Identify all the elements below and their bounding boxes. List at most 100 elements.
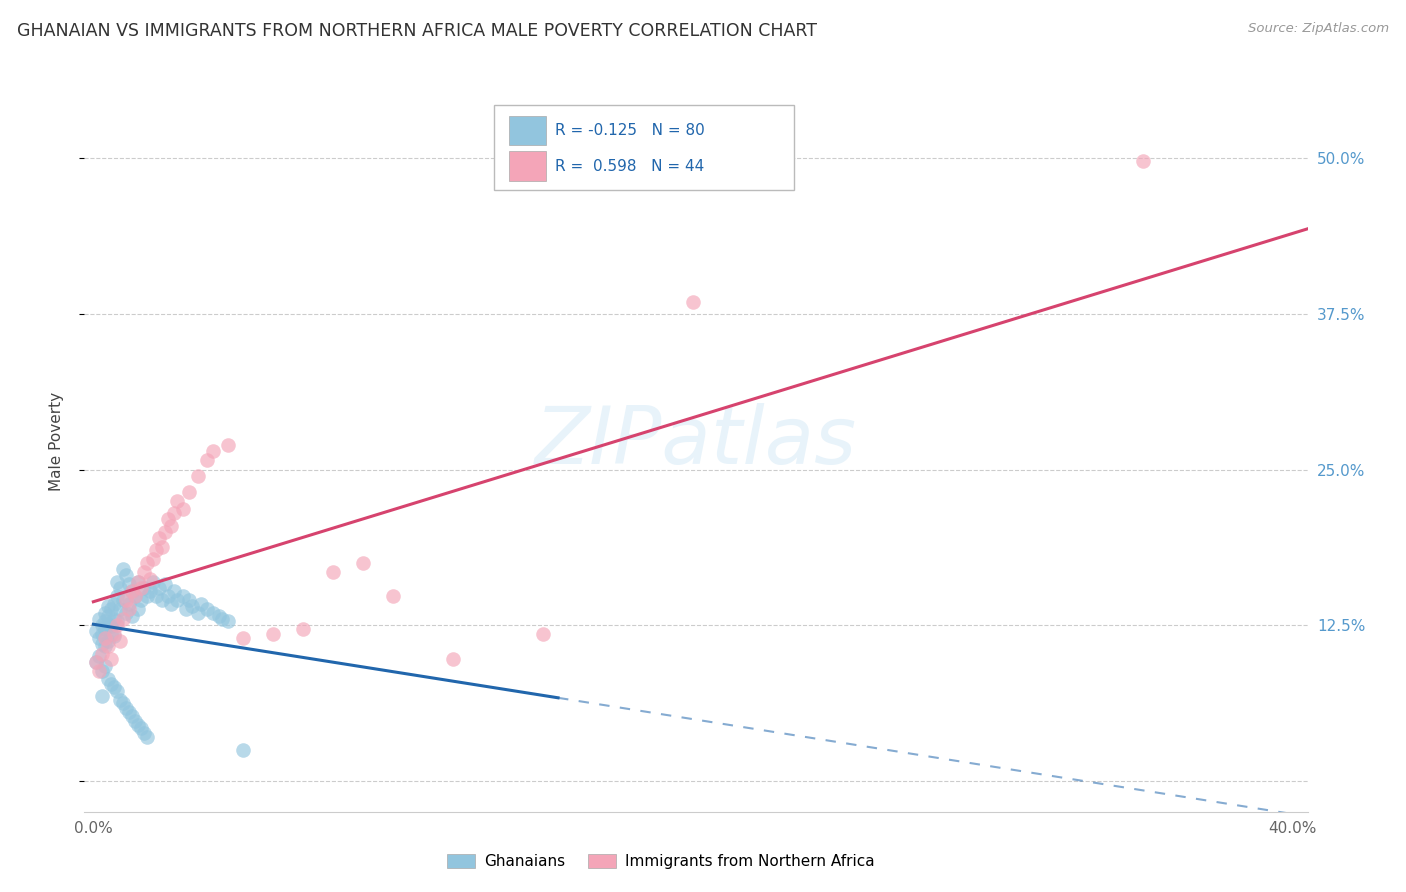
Point bbox=[148, 531, 170, 545]
Point bbox=[136, 730, 159, 744]
Point bbox=[112, 697, 135, 711]
Point bbox=[97, 634, 120, 648]
Point bbox=[131, 593, 153, 607]
Point bbox=[118, 597, 141, 611]
Point bbox=[195, 602, 218, 616]
Text: GHANAIAN VS IMMIGRANTS FROM NORTHERN AFRICA MALE POVERTY CORRELATION CHART: GHANAIAN VS IMMIGRANTS FROM NORTHERN AFR… bbox=[17, 22, 817, 40]
Point bbox=[103, 681, 125, 695]
Point bbox=[115, 701, 138, 715]
Point bbox=[100, 651, 122, 665]
Point bbox=[127, 574, 149, 589]
Point bbox=[1132, 153, 1154, 168]
Point bbox=[124, 714, 146, 728]
Point bbox=[142, 552, 165, 566]
Point bbox=[127, 574, 149, 589]
Point bbox=[121, 709, 143, 723]
Point bbox=[150, 593, 173, 607]
Point bbox=[157, 512, 180, 526]
Point bbox=[121, 584, 143, 599]
Point bbox=[157, 590, 180, 604]
Point bbox=[91, 637, 114, 651]
Point bbox=[100, 676, 122, 690]
Point bbox=[100, 602, 122, 616]
Point bbox=[139, 584, 162, 599]
Point bbox=[103, 612, 125, 626]
Text: R = -0.125   N = 80: R = -0.125 N = 80 bbox=[555, 123, 704, 138]
FancyBboxPatch shape bbox=[509, 152, 546, 181]
Point bbox=[100, 619, 122, 633]
Text: Source: ZipAtlas.com: Source: ZipAtlas.com bbox=[1249, 22, 1389, 36]
Point bbox=[262, 627, 284, 641]
Point bbox=[155, 577, 177, 591]
Point bbox=[94, 659, 117, 673]
Point bbox=[131, 722, 153, 736]
Point bbox=[115, 606, 138, 620]
Point bbox=[139, 572, 162, 586]
Point bbox=[118, 577, 141, 591]
Point bbox=[127, 602, 149, 616]
Point bbox=[94, 631, 117, 645]
Point bbox=[179, 484, 201, 499]
Point bbox=[112, 562, 135, 576]
Point bbox=[155, 524, 177, 539]
Point bbox=[136, 590, 159, 604]
Point bbox=[172, 502, 194, 516]
Point bbox=[160, 597, 183, 611]
Point bbox=[150, 540, 173, 554]
Point bbox=[105, 590, 128, 604]
Point bbox=[97, 639, 120, 653]
Point bbox=[103, 597, 125, 611]
Point bbox=[110, 692, 132, 706]
Point bbox=[121, 584, 143, 599]
Point bbox=[127, 717, 149, 731]
Point bbox=[105, 574, 128, 589]
Point bbox=[166, 593, 188, 607]
Point bbox=[124, 590, 146, 604]
Point bbox=[195, 452, 218, 467]
Point bbox=[217, 615, 239, 629]
Point bbox=[322, 565, 344, 579]
Point bbox=[94, 615, 117, 629]
Point bbox=[100, 627, 122, 641]
Text: ZIPatlas: ZIPatlas bbox=[534, 402, 858, 481]
Point bbox=[187, 606, 209, 620]
Point bbox=[89, 612, 111, 626]
Point bbox=[174, 602, 197, 616]
Point bbox=[134, 581, 156, 595]
Point bbox=[94, 606, 117, 620]
Point bbox=[91, 618, 114, 632]
Point bbox=[163, 506, 186, 520]
Point bbox=[105, 615, 128, 629]
Point bbox=[292, 622, 315, 636]
Point bbox=[86, 624, 108, 639]
Point bbox=[202, 443, 225, 458]
Point bbox=[115, 568, 138, 582]
FancyBboxPatch shape bbox=[494, 104, 794, 190]
Point bbox=[232, 631, 254, 645]
Point bbox=[105, 618, 128, 632]
Point bbox=[112, 612, 135, 626]
Point bbox=[202, 606, 225, 620]
Point bbox=[110, 634, 132, 648]
Point bbox=[208, 609, 231, 624]
Point bbox=[211, 612, 233, 626]
Point bbox=[94, 639, 117, 653]
Point bbox=[91, 689, 114, 703]
Point bbox=[217, 437, 239, 451]
Point bbox=[91, 664, 114, 678]
Point bbox=[172, 590, 194, 604]
Point bbox=[136, 556, 159, 570]
Point bbox=[441, 651, 464, 665]
Point bbox=[103, 627, 125, 641]
Point bbox=[148, 581, 170, 595]
Point bbox=[115, 593, 138, 607]
Point bbox=[121, 609, 143, 624]
Point bbox=[163, 584, 186, 599]
Point bbox=[89, 631, 111, 645]
Point bbox=[145, 543, 167, 558]
Point bbox=[131, 581, 153, 595]
Point bbox=[112, 593, 135, 607]
Y-axis label: Male Poverty: Male Poverty bbox=[49, 392, 63, 491]
Point bbox=[86, 656, 108, 670]
Point bbox=[682, 294, 704, 309]
